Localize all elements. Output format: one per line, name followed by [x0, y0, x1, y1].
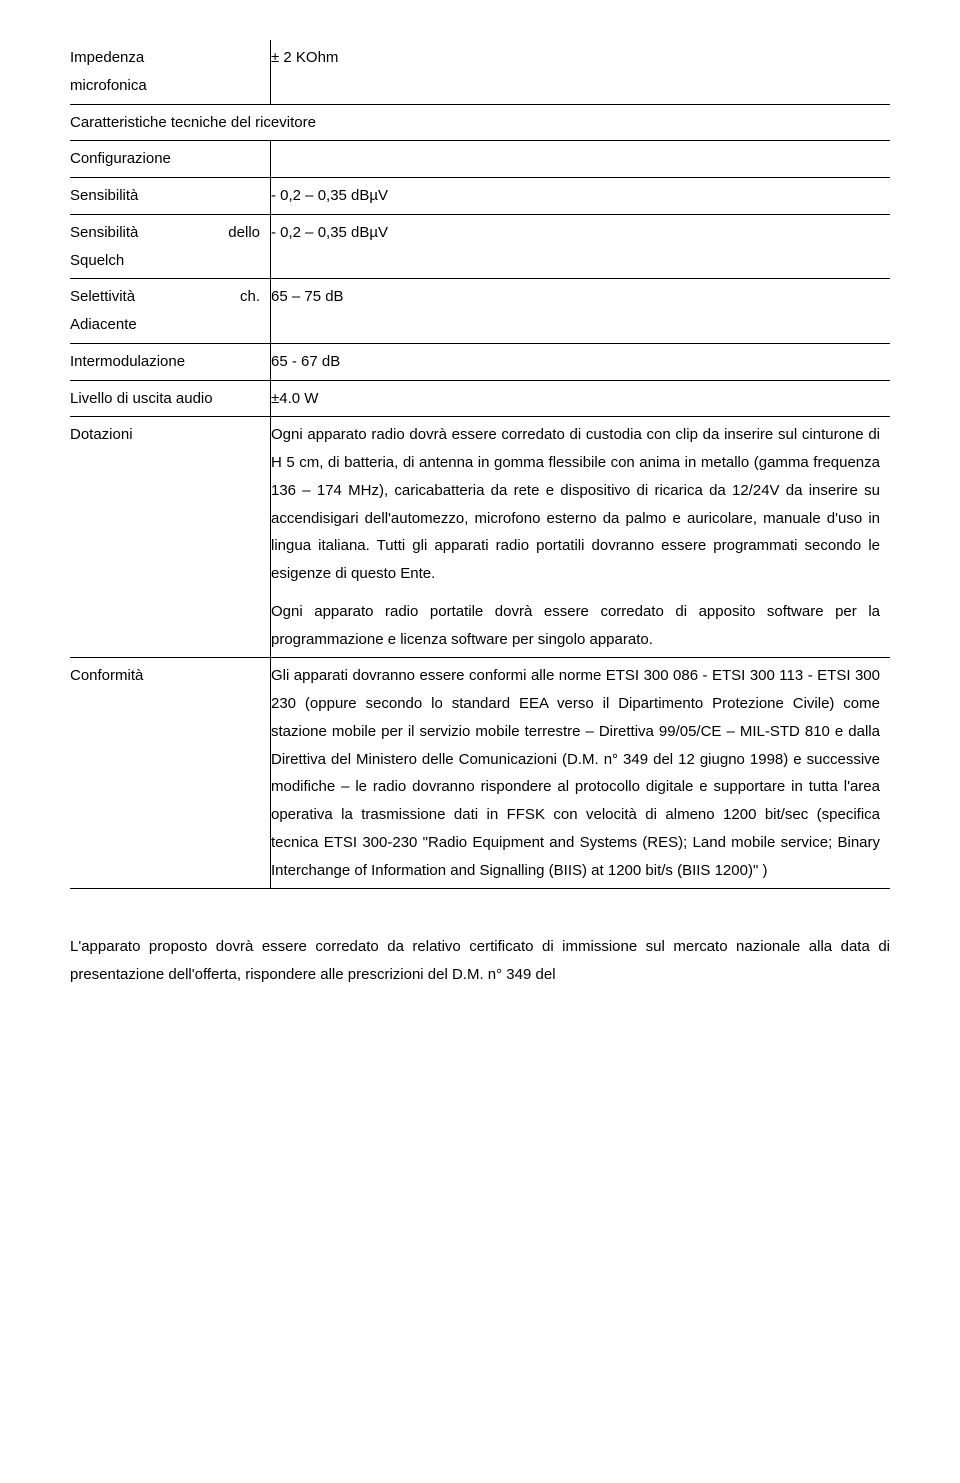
spec-table: Impedenza microfonica ± 2 KOhm Caratteri…	[70, 40, 890, 889]
label-sens-squelch-suffix: dello	[228, 219, 260, 247]
row-sens-squelch: Sensibilità dello Squelch - 0,2 – 0,35 d…	[70, 214, 890, 279]
value-impedenza: ± 2 KOhm	[271, 44, 880, 72]
label-intermod: Intermodulazione	[70, 348, 260, 376]
label-audio: Livello di uscita audio	[70, 385, 260, 413]
label-dotazioni: Dotazioni	[70, 421, 260, 449]
value-dotazioni-p2: Ogni apparato radio portatile dovrà esse…	[271, 598, 880, 654]
label-config: Configurazione	[70, 145, 260, 173]
section-rx-title: Caratteristiche tecniche del ricevitore	[70, 109, 880, 137]
document-page: Impedenza microfonica ± 2 KOhm Caratteri…	[0, 0, 960, 1029]
label-selett-suffix: ch.	[240, 283, 260, 311]
label-conformita: Conformità	[70, 662, 260, 690]
row-dotazioni: Dotazioni Ogni apparato radio dovrà esse…	[70, 417, 890, 658]
value-audio: ±4.0 W	[271, 385, 880, 413]
row-sens: Sensibilità - 0,2 – 0,35 dBµV	[70, 178, 890, 215]
value-conformita: Gli apparati dovranno essere conformi al…	[271, 662, 880, 884]
row-selett: Selettività ch. Adiacente 65 – 75 dB	[70, 279, 890, 344]
footer-paragraph: L'apparato proposto dovrà essere correda…	[70, 933, 890, 989]
label-sens-squelch-2: Squelch	[70, 247, 260, 275]
label-selett-1: Selettività	[70, 283, 135, 311]
value-intermod: 65 - 67 dB	[271, 348, 880, 376]
row-intermod: Intermodulazione 65 - 67 dB	[70, 343, 890, 380]
row-section-rx: Caratteristiche tecniche del ricevitore	[70, 104, 890, 141]
value-dotazioni-p1: Ogni apparato radio dovrà essere correda…	[271, 421, 880, 588]
label-selett-2: Adiacente	[70, 311, 260, 339]
row-config: Configurazione	[70, 141, 890, 178]
label-sens-squelch-1: Sensibilità	[70, 219, 138, 247]
row-impedenza: Impedenza microfonica ± 2 KOhm	[70, 40, 890, 104]
label-impedenza-2: microfonica	[70, 72, 260, 100]
value-sens-squelch: - 0,2 – 0,35 dBµV	[271, 219, 880, 247]
label-sens: Sensibilità	[70, 182, 260, 210]
value-selett: 65 – 75 dB	[271, 283, 880, 311]
label-impedenza-1: Impedenza	[70, 44, 260, 72]
row-conformita: Conformità Gli apparati dovranno essere …	[70, 658, 890, 889]
value-sens: - 0,2 – 0,35 dBµV	[271, 182, 880, 210]
row-audio: Livello di uscita audio ±4.0 W	[70, 380, 890, 417]
